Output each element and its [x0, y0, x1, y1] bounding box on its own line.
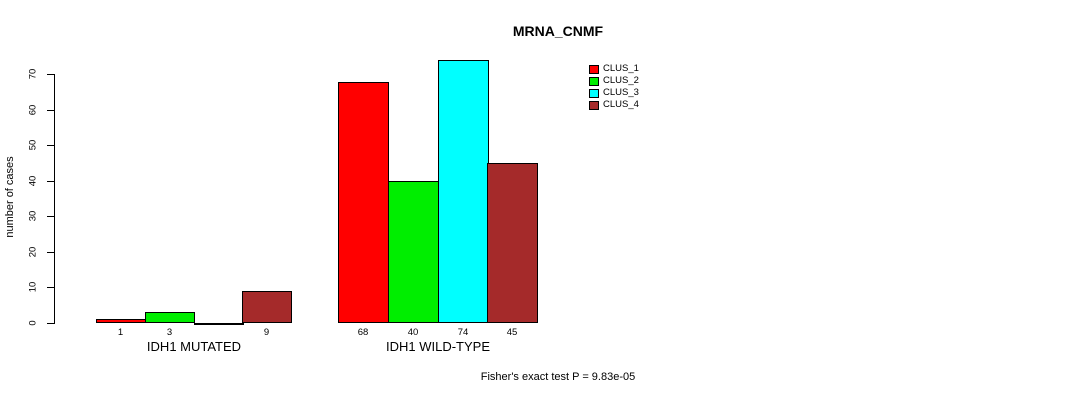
- y-tick: [47, 323, 54, 324]
- y-tick-label: 50: [27, 139, 39, 151]
- bar: [438, 60, 489, 323]
- bar-value-label: 9: [263, 327, 270, 338]
- y-tick-label: 70: [27, 68, 39, 80]
- bar: [388, 181, 439, 323]
- group-label: IDH1 WILD-TYPE: [385, 339, 491, 354]
- bar-value-label: 74: [457, 327, 469, 338]
- legend-label: CLUS_4: [603, 99, 639, 110]
- bar-value-label: 1: [117, 327, 124, 338]
- bar-value-label: 68: [357, 327, 369, 338]
- legend-label: CLUS_2: [603, 75, 639, 86]
- legend-label: CLUS_3: [603, 87, 639, 98]
- y-axis-title: number of cases: [4, 156, 16, 238]
- y-tick: [47, 252, 54, 253]
- y-tick-label: 20: [27, 246, 39, 258]
- bar: [338, 82, 389, 323]
- y-tick: [47, 181, 54, 182]
- y-tick-label: 60: [27, 104, 39, 116]
- legend-swatch: [589, 89, 599, 98]
- y-tick: [47, 110, 54, 111]
- bar: [194, 323, 244, 325]
- y-tick: [47, 287, 54, 288]
- y-tick-label: 10: [27, 281, 39, 293]
- y-tick: [47, 216, 54, 217]
- bar: [487, 163, 538, 323]
- bar-value-label: 3: [166, 327, 173, 338]
- y-tick-label: 0: [27, 320, 39, 326]
- fisher-test-annotation: Fisher's exact test P = 9.83e-05: [480, 371, 636, 383]
- chart-title: MRNA_CNMF: [512, 23, 604, 39]
- legend-swatch: [589, 65, 599, 74]
- bar: [145, 312, 195, 323]
- y-tick-label: 30: [27, 210, 39, 222]
- y-axis-line: [54, 74, 55, 324]
- y-tick: [47, 145, 54, 146]
- bar: [242, 291, 292, 323]
- bar-value-label: 45: [506, 327, 518, 338]
- legend-swatch: [589, 77, 599, 86]
- bar-value-label: 40: [407, 327, 419, 338]
- group-label: IDH1 MUTATED: [146, 339, 242, 354]
- y-tick: [47, 74, 54, 75]
- legend-label: CLUS_1: [603, 63, 639, 74]
- y-tick-label: 40: [27, 175, 39, 187]
- legend-swatch: [589, 101, 599, 110]
- bar: [96, 319, 146, 323]
